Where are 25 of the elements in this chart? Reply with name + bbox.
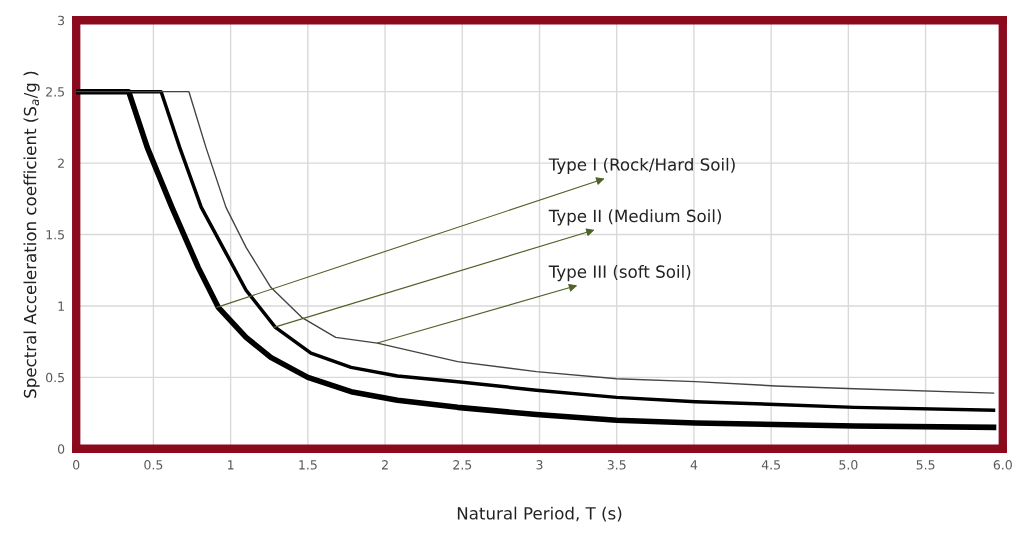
x-axis-title: Natural Period, T (s) <box>457 506 622 522</box>
x-tick-label: 0.5 <box>144 460 163 470</box>
x-tick-label: 5.5 <box>916 460 935 470</box>
x-tick-label: 6.0 <box>993 460 1012 470</box>
y-tick-label: 1.5 <box>46 230 64 240</box>
y-tick-label: 0 <box>57 444 65 454</box>
y-tick-label: 2.5 <box>46 87 64 97</box>
x-tick-label: 4 <box>690 460 698 470</box>
y-tick-label: 0.5 <box>46 372 64 383</box>
annotation: Type I (Rock/Hard Soil) <box>548 157 735 175</box>
x-tick-label: 0 <box>73 460 80 470</box>
y-tick-label: 3 <box>58 15 65 26</box>
x-tick-label: 4.5 <box>761 460 780 470</box>
x-tick-label: 1 <box>228 460 234 470</box>
y-tick-label: 2 <box>58 158 64 168</box>
y-tick-label: 1 <box>58 301 64 311</box>
x-tick-label: 2 <box>382 460 388 470</box>
x-tick-label: 5.0 <box>839 460 858 470</box>
x-tick-label: 3.5 <box>607 460 626 470</box>
x-tick-label: 1.5 <box>299 460 317 470</box>
x-tick-label: 3 <box>536 460 543 470</box>
x-tick-label: 2.5 <box>453 460 472 470</box>
y-axis-title: Spectral Acceleration coefficient (S$_{a}$/g ) <box>23 71 40 398</box>
annotation: Type III (soft Soil) <box>548 265 691 282</box>
annotation: Type II (Medium Soil) <box>548 209 722 226</box>
